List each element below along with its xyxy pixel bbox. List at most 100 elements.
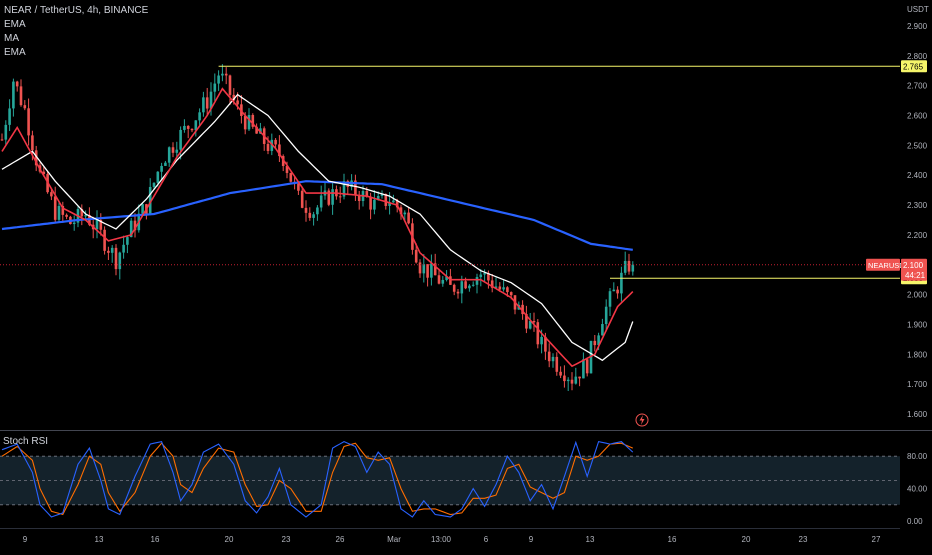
candle-body bbox=[285, 165, 289, 173]
candle-body bbox=[392, 200, 395, 203]
candle-body bbox=[620, 272, 623, 294]
last-price-badge bbox=[901, 258, 927, 281]
candle-body bbox=[221, 73, 224, 76]
symbol-badge-label: NEARUSDT bbox=[868, 261, 910, 270]
candle-body bbox=[183, 125, 186, 130]
candle-body bbox=[0, 139, 4, 141]
indicator-ema-fast[interactable]: EMA bbox=[4, 19, 26, 30]
candle-body bbox=[316, 207, 319, 215]
candle-body bbox=[384, 193, 388, 206]
candle-body bbox=[631, 264, 635, 272]
candle-body bbox=[490, 280, 494, 288]
candle-body bbox=[585, 359, 589, 374]
candle-body bbox=[297, 183, 300, 191]
symbol-badge bbox=[866, 258, 900, 271]
candle-body bbox=[487, 273, 490, 281]
candle-body bbox=[540, 336, 543, 345]
lightning-icon[interactable] bbox=[635, 413, 649, 427]
time-tick-label: 13 bbox=[95, 535, 104, 544]
candle-body bbox=[544, 336, 547, 352]
candle-body bbox=[95, 219, 99, 230]
ma-line bbox=[1, 93, 634, 362]
candle-body bbox=[274, 139, 277, 145]
candle-body bbox=[31, 135, 34, 151]
price-tick-label: 2.900 bbox=[907, 22, 928, 31]
candle-body bbox=[175, 149, 179, 153]
candle-body bbox=[357, 195, 361, 201]
candle-body bbox=[300, 190, 304, 208]
candle-body bbox=[236, 100, 239, 105]
candle-body bbox=[171, 147, 175, 153]
candle-body bbox=[525, 314, 528, 329]
price-tick-label: 2.300 bbox=[907, 201, 928, 210]
candle-body bbox=[255, 126, 258, 134]
time-tick-label: 16 bbox=[668, 535, 677, 544]
candle-body bbox=[422, 264, 426, 274]
candle-body bbox=[194, 120, 198, 131]
price-tick-label: 1.700 bbox=[907, 380, 928, 389]
candle-body bbox=[388, 202, 391, 206]
candle-body bbox=[331, 189, 334, 205]
indicator-ma[interactable]: MA bbox=[4, 33, 19, 44]
price-tick-label: 2.000 bbox=[907, 291, 928, 300]
candle-body bbox=[479, 274, 483, 278]
candle-body bbox=[186, 125, 190, 129]
ema-fast-line bbox=[1, 87, 634, 368]
candle-body bbox=[369, 196, 372, 210]
candle-body bbox=[582, 359, 585, 379]
candle-body bbox=[19, 86, 23, 106]
candle-body bbox=[308, 212, 312, 218]
candle-body bbox=[118, 252, 122, 270]
time-axis: 9 13 16 20 23 26 Mar 13:00 6 9 13 16 20 23 27 bbox=[23, 535, 881, 544]
candle-body bbox=[247, 114, 251, 130]
candle-body bbox=[15, 81, 19, 87]
time-tick-label: 9 bbox=[529, 535, 534, 544]
candle-body bbox=[251, 114, 255, 127]
candle-body bbox=[304, 207, 308, 213]
candle-body bbox=[278, 144, 281, 157]
candle-body bbox=[99, 219, 103, 230]
time-tick-label: 6 bbox=[484, 535, 489, 544]
candle-body bbox=[179, 129, 182, 150]
candle-body bbox=[213, 83, 217, 92]
candle-body bbox=[266, 143, 270, 151]
candle-body bbox=[209, 91, 213, 109]
candle-body bbox=[110, 247, 114, 253]
symbol-title[interactable]: NEAR / TetherUS, 4h, BINANCE bbox=[4, 5, 149, 16]
price-tick-label: 2.200 bbox=[907, 231, 928, 240]
stoch-tick-label: 40.00 bbox=[907, 485, 928, 494]
candle-body bbox=[498, 286, 502, 290]
candle-body bbox=[506, 287, 509, 293]
stoch-rsi-title[interactable]: Stoch RSI bbox=[3, 436, 49, 447]
time-tick-label: Mar bbox=[387, 535, 401, 544]
candle-body bbox=[483, 273, 486, 275]
indicator-ema-slow[interactable]: EMA bbox=[4, 47, 26, 58]
candle-body bbox=[232, 94, 236, 101]
candle-body bbox=[604, 306, 608, 325]
candle-body bbox=[559, 371, 562, 376]
time-tick-label: 23 bbox=[282, 535, 291, 544]
price-axis: 2.900 2.800 2.700 2.600 2.500 2.400 2.300 2.200… bbox=[907, 5, 929, 419]
candle-body bbox=[114, 247, 118, 270]
candle-body bbox=[346, 181, 350, 187]
candle-body bbox=[167, 147, 171, 163]
candle-body bbox=[449, 276, 452, 285]
candle-body bbox=[536, 322, 540, 345]
candle-body bbox=[452, 284, 456, 292]
time-tick-label: 13 bbox=[586, 535, 595, 544]
ema-slow-line bbox=[1, 180, 633, 251]
chart-legend: NEAR / TetherUS, 4h, BINANCE EMA MA EMA bbox=[4, 4, 148, 60]
time-tick-label: 20 bbox=[225, 535, 234, 544]
candle-body bbox=[509, 292, 513, 296]
level-price-label: 2.765 bbox=[903, 62, 924, 71]
candle-body bbox=[380, 193, 384, 196]
candle-body bbox=[160, 165, 163, 172]
candle-body bbox=[460, 281, 464, 294]
price-tick-label: 1.900 bbox=[907, 320, 928, 329]
candle-body bbox=[27, 108, 30, 136]
price-tick-label: 2.600 bbox=[907, 112, 928, 121]
last-price-label: 2.100 bbox=[903, 261, 924, 270]
candle-body bbox=[433, 263, 437, 276]
